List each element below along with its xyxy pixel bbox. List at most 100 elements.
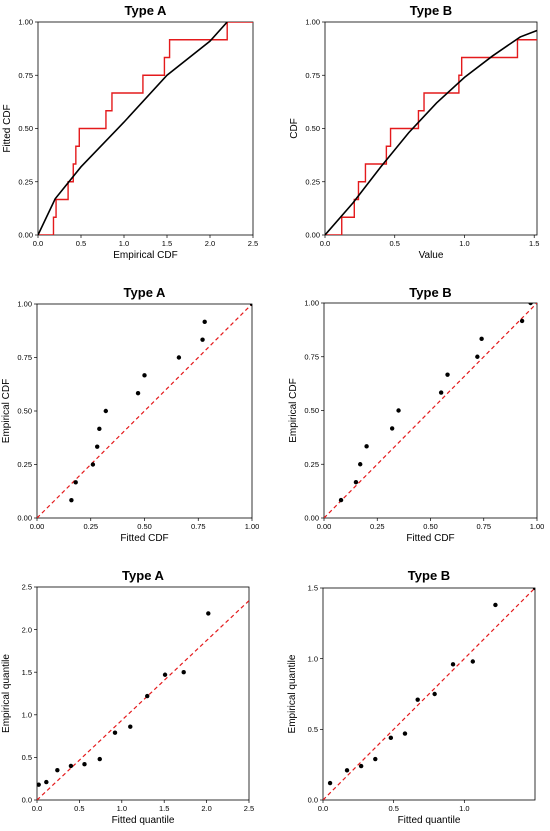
y-tick-label: 0.50 (18, 124, 33, 133)
chart-title: Type A (125, 3, 168, 18)
y-tick-label: 0.50 (17, 407, 32, 416)
chart-panel-4: Type B 0.00 0.25 0.50 0.75 1.00 0.00 0.25 0.50 0.… (288, 285, 544, 544)
x-tick-label: 0.0 (320, 239, 330, 248)
data-point (338, 497, 344, 503)
y-tick-label: 0.75 (18, 71, 33, 80)
plot-frame (37, 21, 254, 236)
x-tick-label: 1.0 (117, 804, 127, 813)
data-point (358, 763, 364, 769)
x-tick-label: 2.0 (201, 804, 211, 813)
data-point (97, 426, 102, 432)
empirical-step-line (38, 22, 253, 235)
plot-frame (322, 587, 536, 801)
data-layer (37, 600, 249, 800)
data-point (90, 462, 96, 467)
y-tick-label: 1.00 (304, 299, 319, 308)
data-point (373, 756, 378, 762)
data-point (438, 390, 444, 395)
x-tick-label: 2.5 (244, 804, 254, 813)
data-point (73, 480, 78, 485)
empirical-step-line (325, 39, 537, 235)
y-axis-label: Empirical CDF (1, 379, 12, 443)
y-tick-label: 1.00 (17, 300, 32, 309)
y-axis-label: Empirical CDF (288, 378, 299, 442)
data-point (432, 691, 437, 697)
x-tick-label: 0.75 (476, 522, 491, 531)
y-axis-label: Empirical quantile (1, 654, 12, 733)
y-tick-label: 0.5 (22, 753, 32, 762)
data-point (445, 372, 450, 377)
y-tick-label: 1.0 (308, 654, 318, 663)
chart-panel-2: Type B 0.0 0.5 1.0 1.5 0.00 0.25 0.50 0.75 1.00 Va… (289, 3, 539, 261)
reference-line (324, 303, 537, 518)
data-point (145, 693, 150, 699)
y-tick-label: 0.00 (305, 231, 320, 240)
x-axis-label: Value (419, 250, 444, 261)
data-point (162, 672, 168, 677)
y-tick-label: 0.0 (308, 796, 318, 805)
y-tick-label: 0.25 (18, 177, 33, 186)
fitted-curve-line (325, 29, 537, 235)
data-point (450, 662, 456, 667)
data-point (135, 390, 141, 396)
x-tick-label: 0.5 (76, 239, 86, 248)
y-tick-label: 0.50 (305, 124, 320, 133)
reference-line (323, 588, 535, 800)
x-tick-label: 1.5 (159, 804, 169, 813)
x-tick-label: 0.50 (423, 522, 438, 531)
plot-frame (36, 586, 250, 801)
y-tick-label: 1.00 (18, 18, 33, 27)
data-point (353, 479, 359, 485)
chart-panel-3: Type A 0.00 0.25 0.50 0.75 1.00 0.00 0.25 0.50 0.… (1, 285, 259, 544)
data-point (327, 780, 333, 786)
data-layer (323, 588, 535, 800)
x-tick-label: 0.5 (390, 239, 400, 248)
chart-title: Type A (124, 285, 167, 300)
data-point (519, 318, 525, 324)
data-point (202, 319, 207, 325)
x-tick-label: 1.00 (245, 522, 260, 531)
x-tick-label: 0.5 (74, 804, 84, 813)
y-tick-label: 2.5 (22, 583, 32, 592)
x-tick-label: 1.5 (162, 239, 172, 248)
y-tick-label: 1.0 (22, 711, 32, 720)
data-point (112, 730, 118, 735)
x-tick-label: 0.0 (318, 804, 328, 813)
data-layer (38, 22, 253, 235)
x-tick-label: 1.0 (459, 239, 469, 248)
x-tick-label: 1.0 (119, 239, 129, 248)
x-tick-label: 0.0 (33, 239, 43, 248)
data-point (532, 588, 535, 591)
data-point (479, 336, 484, 342)
y-tick-label: 0.25 (304, 460, 319, 469)
x-tick-label: 0.00 (30, 522, 45, 531)
data-point (95, 444, 100, 449)
x-tick-label: 0.75 (191, 522, 206, 531)
chart-panel-6: Type B 0.0 0.5 1.0 0.0 0.5 1.0 1.5 Fitted quanti… (287, 568, 536, 826)
data-point (37, 782, 41, 787)
data-point (249, 304, 252, 307)
data-point (68, 763, 74, 769)
x-tick-label: 0.5 (388, 804, 398, 813)
y-tick-label: 0.75 (304, 352, 319, 361)
chart-panel-5: Type A 0.0 0.5 1.0 1.5 2.0 2.5 0.0 0.5 1.0 1.5 2.0 2… (1, 568, 254, 826)
data-point (200, 337, 205, 342)
data-point (475, 354, 480, 359)
x-tick-label: 0.0 (32, 804, 42, 813)
data-point (206, 611, 211, 616)
data-point (493, 602, 498, 608)
x-tick-label: 2.0 (205, 239, 215, 248)
x-axis-label: Fitted quantile (398, 815, 461, 826)
data-layer (325, 29, 537, 235)
reference-line (37, 304, 252, 518)
y-tick-label: 0.25 (305, 177, 320, 186)
y-tick-label: 0.75 (305, 71, 320, 80)
y-tick-label: 1.00 (305, 18, 320, 27)
chart-panel-1: Type A 0.0 0.5 1.0 1.5 2.0 2.5 0.00 0.25 0.50 0.75… (2, 3, 258, 261)
data-point (176, 355, 182, 360)
data-point (396, 408, 401, 413)
y-tick-label: 1.5 (22, 668, 32, 677)
fitted-curve-line (38, 22, 228, 235)
